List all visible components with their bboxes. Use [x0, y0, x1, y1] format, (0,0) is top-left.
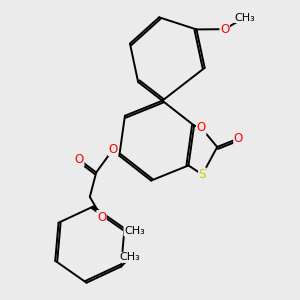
Text: O: O: [75, 153, 84, 166]
Text: CH₃: CH₃: [234, 13, 255, 22]
Text: S: S: [199, 168, 206, 181]
Text: O: O: [234, 132, 243, 145]
Text: CH₃: CH₃: [124, 226, 145, 236]
Text: CH₃: CH₃: [120, 252, 140, 262]
Text: O: O: [220, 23, 229, 36]
Text: O: O: [109, 142, 118, 156]
Text: O: O: [197, 122, 206, 134]
Text: O: O: [97, 211, 106, 224]
